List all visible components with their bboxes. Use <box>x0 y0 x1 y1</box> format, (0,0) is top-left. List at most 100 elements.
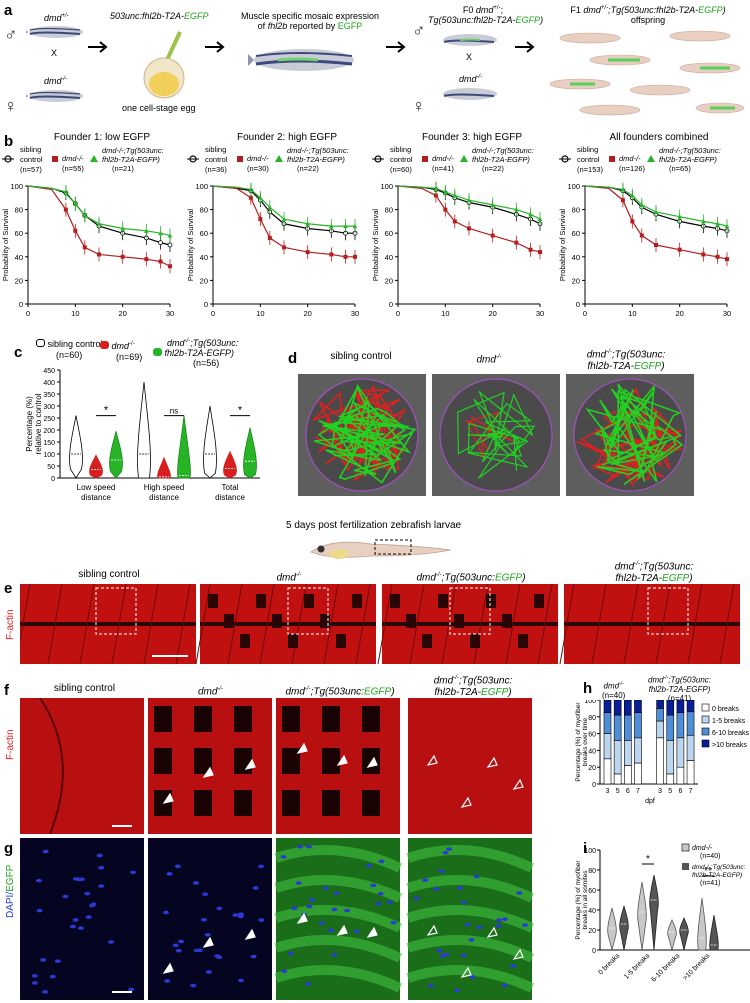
nucleus <box>232 913 239 917</box>
legend-label: 1-5 breaks <box>712 718 746 725</box>
category-label: Total <box>222 483 239 492</box>
survival-chart-3: Founder 3: high EGFP siblingcontrol(n=60)… <box>371 132 544 318</box>
nucleus <box>174 864 181 869</box>
nucleus <box>510 963 517 968</box>
stacked-bar-segment <box>686 711 695 736</box>
myofiber-break <box>322 748 340 774</box>
x-tick-label: 30 <box>351 309 359 318</box>
x-tick-label: 30 <box>723 309 731 318</box>
significance-label: ns <box>170 407 178 416</box>
nucleus <box>72 918 79 922</box>
survival-line-0 <box>27 185 171 246</box>
nucleus <box>42 849 49 854</box>
category-label: 6-10 breaks <box>650 952 681 983</box>
larva-caption: 5 days post fertilization zebrafish larv… <box>286 520 462 531</box>
data-point <box>352 223 358 229</box>
stacked-bar-segment <box>686 760 695 785</box>
horizontal-myoseptum <box>564 622 740 626</box>
y-tick-label: 40 <box>572 253 580 262</box>
legend-n: (n=21) <box>112 164 134 173</box>
data-point <box>120 226 125 231</box>
survival-line-1 <box>212 185 355 258</box>
nucleus <box>49 974 56 979</box>
y-axis-label: Probability of Survival <box>186 209 195 281</box>
y-tick-label: 40 <box>200 253 208 262</box>
stacked-bar-segment <box>634 762 642 785</box>
nucleus <box>318 921 325 925</box>
data-point <box>452 193 458 198</box>
data-point <box>467 226 471 231</box>
somite-boundary <box>175 584 191 664</box>
x-tick-label: 0 <box>583 309 587 318</box>
data-point <box>715 254 720 259</box>
stacked-bar-segment <box>656 720 664 739</box>
x-tick-label: 6 <box>678 788 682 795</box>
open-arrowhead-icon <box>486 756 498 768</box>
myofiber-break <box>322 790 340 816</box>
data-point <box>258 195 263 200</box>
legend-n: (n=30) <box>247 164 269 173</box>
nucleus <box>305 982 312 986</box>
data-point <box>258 217 263 222</box>
myofiber-gap <box>502 614 512 628</box>
data-point <box>514 240 519 245</box>
nucleus <box>433 887 440 891</box>
x-tick-label: 3 <box>606 788 610 795</box>
zoom-box <box>287 587 329 635</box>
stacked-bar-segment <box>666 773 675 785</box>
somite-boundary <box>259 584 275 664</box>
data-point <box>96 221 102 226</box>
tracking-images <box>298 374 694 496</box>
panel-label-a: a <box>4 2 13 19</box>
survival-line-2 <box>212 185 355 227</box>
y-tick-label: 20 <box>588 928 596 935</box>
construct-label: 503unc:fhl2b-T2A-EGFP <box>110 11 209 21</box>
x-tick-label: 6 <box>626 788 630 795</box>
track-path <box>313 384 418 484</box>
violin-0-1 <box>89 454 103 479</box>
nucleus <box>84 891 91 896</box>
filled-arrowhead-icon <box>296 742 308 754</box>
data-point <box>653 209 659 214</box>
y-tick-label: 80 <box>572 206 580 215</box>
legend-text: dmd-/-;Tg(503unc: <box>659 146 721 155</box>
y-tick-label: 150 <box>43 440 55 447</box>
stacked-bar-segment <box>686 700 695 713</box>
y-tick-label: 20 <box>588 765 596 772</box>
nucleus <box>281 969 288 974</box>
nucleus <box>344 908 351 913</box>
x-tick-label: 10 <box>71 309 79 318</box>
y-axis-label: breaks over time <box>582 718 589 766</box>
y-axis-label: breaks in all somites <box>582 870 589 930</box>
open-arrowhead-icon <box>460 966 472 978</box>
nucleus <box>69 924 76 929</box>
legend-n: (n=22) <box>482 164 504 173</box>
nucleus <box>516 891 523 895</box>
panel-c-legend-tg: dmd-/-;Tg(503unc: fhl2b-T2A-EGFP) (n=56) <box>153 336 238 368</box>
legend-text: dmd-/- <box>247 154 269 163</box>
larvae-offspring-icon <box>550 30 745 116</box>
panel-f-images <box>20 698 532 834</box>
filled-arrowhead-icon <box>162 962 174 974</box>
nucleus <box>305 844 312 849</box>
survival-line-1 <box>27 185 171 267</box>
y-tick-label: 80 <box>15 206 23 215</box>
significance-label: * <box>238 405 243 417</box>
violin-2-1 <box>223 450 237 479</box>
myofiber-gap <box>390 594 400 608</box>
panel-label-d: d <box>288 350 298 367</box>
stacked-bar-segment <box>666 740 675 775</box>
legend-marker-dmd <box>237 156 243 162</box>
somite-boundary <box>227 584 243 664</box>
stacked-bar-segment <box>613 714 622 741</box>
data-point <box>82 245 87 250</box>
stacked-bar-segment <box>656 708 664 722</box>
f0-cross-symbol: X <box>466 52 473 62</box>
nucleus <box>98 865 105 870</box>
nucleus <box>31 981 38 985</box>
x-tick-label: 5 <box>616 788 620 795</box>
somite-boundary <box>20 584 31 645</box>
x-tick-label: 0 <box>396 309 400 318</box>
stacked-bar-segment <box>634 737 642 764</box>
